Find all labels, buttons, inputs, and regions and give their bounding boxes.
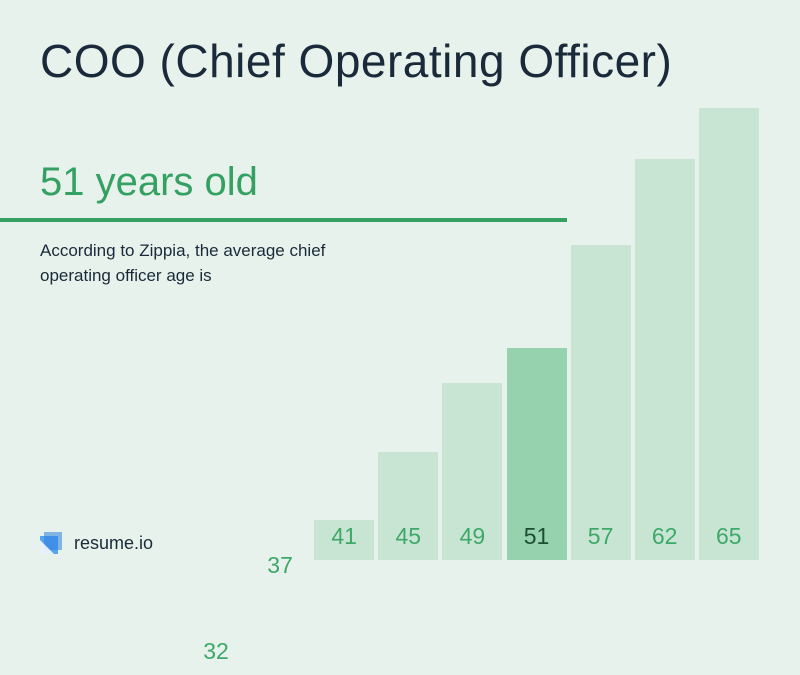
bar-label-45: 45: [395, 523, 422, 549]
average-age-description: According to Zippia, the average chief o…: [40, 241, 326, 285]
bar-62: 62: [634, 159, 695, 560]
bar-label-32: 32: [203, 638, 229, 665]
bar-57: 57: [570, 245, 631, 560]
resume-io-logo-icon: [40, 532, 62, 554]
brand-name: resume.io: [74, 532, 154, 553]
page-title: COO (Chief Operating Officer): [40, 35, 673, 87]
bar-51: 51: [506, 348, 567, 560]
bar-label-37: 37: [267, 552, 293, 579]
bar-label-49: 49: [459, 522, 486, 549]
average-age-marker-line: [0, 218, 567, 222]
bar-label-65: 65: [716, 523, 742, 549]
brand-logo[interactable]: resume.io: [40, 532, 153, 554]
bar-chart: 32 37 41 45 49 51 57 62 65: [203, 107, 759, 664]
bar-label-41: 41: [331, 522, 357, 549]
average-age-value: 51 years old: [40, 160, 258, 204]
bar-65: 65: [698, 107, 759, 560]
bar-label-51: 51: [523, 522, 550, 549]
bar-49: 49: [442, 382, 503, 560]
bar-41: 41: [314, 520, 375, 560]
bar-45: 45: [378, 451, 439, 560]
bar-label-62: 62: [651, 522, 678, 549]
bar-label-57: 57: [587, 522, 614, 549]
